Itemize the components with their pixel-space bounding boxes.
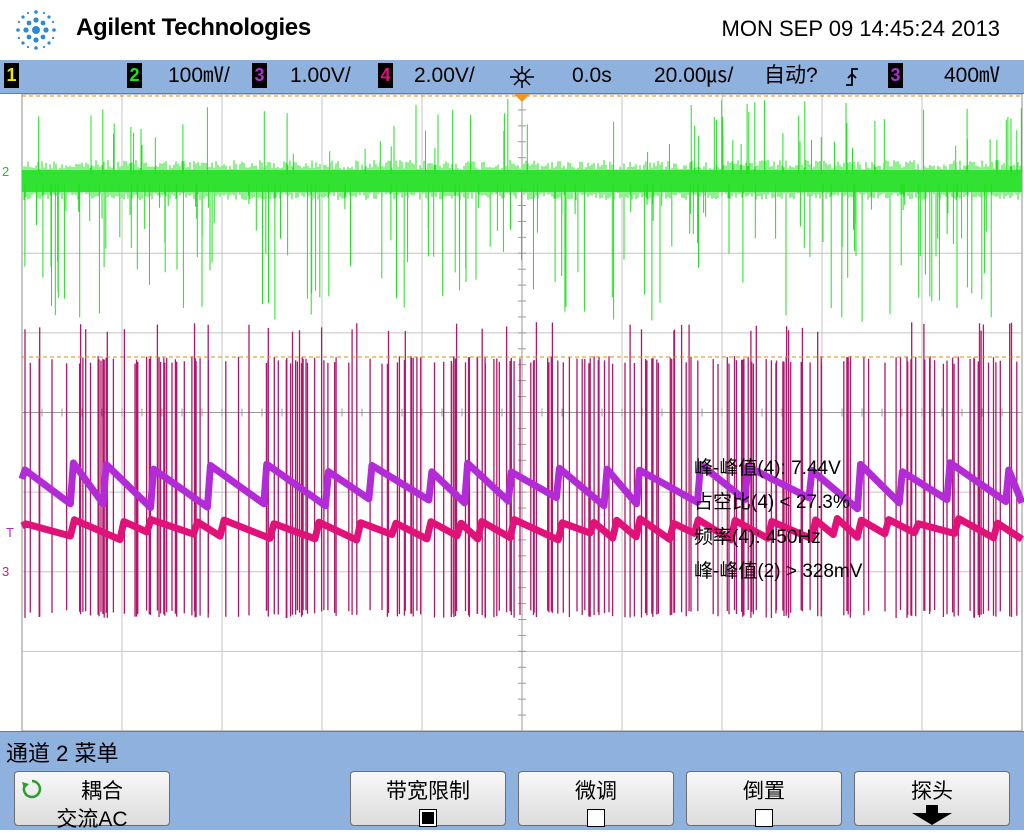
probe-softkey[interactable]: 探头 (854, 771, 1010, 826)
rotate-knob-icon (22, 779, 42, 799)
header: Agilent Technologies MON SEP 09 14:45:24… (0, 0, 1024, 60)
invert-softkey[interactable]: 倒置 (686, 771, 842, 827)
channel-3-indicator[interactable]: 3 (252, 63, 267, 88)
trigger-marker[interactable]: T (6, 525, 14, 540)
trigger-mode[interactable]: 自动? (764, 64, 818, 87)
trigger-position-marker-icon[interactable] (514, 94, 530, 102)
channel-3-4-ground-marker[interactable]: 3 (2, 564, 9, 579)
trigger-source-indicator[interactable]: 3 (888, 63, 903, 88)
coupling-label: 耦合 (81, 780, 123, 803)
channel-3-scale[interactable]: 1.00V/ (290, 64, 351, 87)
channel-3-waveform (18, 459, 1024, 513)
channel-4-waveform (20, 515, 1024, 544)
channel-4-trace (20, 515, 1024, 544)
bandwidth-limit-label: 带宽限制 (386, 780, 470, 803)
fine-label: 微调 (575, 780, 617, 803)
fine-softkey[interactable]: 微调 (518, 771, 674, 827)
channel-2-indicator[interactable]: 2 (127, 63, 142, 88)
arrow-down-icon (912, 805, 952, 825)
rising-edge-trigger-icon (846, 68, 858, 86)
trigger-level[interactable]: 400㎷ (944, 64, 1001, 87)
channel-1-indicator[interactable]: 1 (4, 63, 19, 88)
channel-2-scale[interactable]: 100㎷/ (168, 64, 230, 87)
channel-2-ground-marker[interactable]: 2 (2, 164, 9, 179)
menu-title: 通道 2 菜单 (6, 741, 119, 766)
date-time: MON SEP 09 14:45:24 2013 (721, 16, 1000, 41)
time-scale[interactable]: 20.00㎲/ (654, 64, 734, 87)
time-delay[interactable]: 0.0s (572, 64, 612, 87)
agilent-spark-logo-icon (16, 10, 56, 50)
channel-2-menu: 通道 2 菜单 耦合 交流AC 带宽限制 微调 倒置 探头 (0, 731, 1024, 831)
measurement-peak-to-peak-ch4: 峰-峰值(4): 7.44V (694, 458, 841, 479)
coupling-value: 交流AC (56, 808, 128, 831)
measurement-peak-to-peak-ch2: 峰-峰值(2) > 328mV (694, 561, 863, 582)
measurement-duty-cycle: 占空比(4) < 27.3% (694, 492, 850, 513)
brand-name: Agilent Technologies (76, 14, 311, 41)
bandwidth-limit-checkbox[interactable] (419, 809, 437, 827)
time-reference-icon (510, 66, 534, 88)
channel-3-trace (18, 459, 1024, 513)
channel-2-waveform (21, 99, 1022, 322)
channel-4-scale[interactable]: 2.00V/ (414, 64, 475, 87)
channel-2-trace (21, 99, 1022, 322)
measurement-frequency: 频率(4): 450Hz (694, 527, 821, 548)
coupling-softkey[interactable]: 耦合 交流AC (14, 771, 170, 831)
bandwidth-limit-softkey[interactable]: 带宽限制 (350, 771, 506, 827)
invert-checkbox[interactable] (755, 809, 773, 827)
channel-4-indicator[interactable]: 4 (378, 63, 393, 88)
status-bar: 1 2 100㎷/ 3 1.00V/ 4 2.00V/ 0.0s 20.00㎲/… (0, 60, 1024, 94)
probe-label: 探头 (911, 780, 953, 803)
invert-label: 倒置 (743, 780, 785, 803)
fine-checkbox[interactable] (587, 809, 605, 827)
waveform-display: 2 T 3 (0, 94, 1024, 731)
